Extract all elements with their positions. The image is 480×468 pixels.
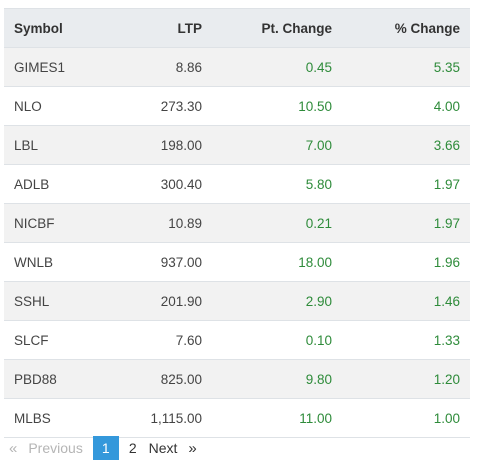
cell-ltp: 1,115.00 [112, 398, 212, 438]
cell-pct-change: 1.46 [342, 281, 470, 321]
cell-pt-change: 9.80 [212, 359, 342, 399]
cell-symbol[interactable]: NLO [4, 86, 112, 126]
cell-symbol[interactable]: WNLB [4, 242, 112, 282]
cell-pt-change: 0.10 [212, 320, 342, 360]
cell-pct-change: 3.66 [342, 125, 470, 165]
header-symbol[interactable]: Symbol [4, 8, 112, 48]
cell-ltp: 273.30 [112, 86, 212, 126]
cell-pct-change: 1.33 [342, 320, 470, 360]
cell-pct-change: 1.97 [342, 164, 470, 204]
header-ltp[interactable]: LTP [112, 8, 212, 48]
cell-ltp: 8.86 [112, 47, 212, 87]
cell-ltp: 201.90 [112, 281, 212, 321]
table-row[interactable]: MLBS 1,115.00 11.00 1.00 [4, 398, 470, 438]
table-row[interactable]: SLCF 7.60 0.10 1.33 [4, 320, 470, 360]
cell-pt-change: 5.80 [212, 164, 342, 204]
cell-pt-change: 11.00 [212, 398, 342, 438]
header-pct-change[interactable]: % Change [342, 8, 470, 48]
next-button[interactable]: Next [148, 440, 178, 456]
cell-pct-change: 1.00 [342, 398, 470, 438]
cell-pct-change: 4.00 [342, 86, 470, 126]
cell-symbol[interactable]: SSHL [4, 281, 112, 321]
page-button-2[interactable]: 2 [128, 440, 137, 456]
cell-pt-change: 0.21 [212, 203, 342, 243]
cell-pct-change: 1.20 [342, 359, 470, 399]
cell-pct-change: 1.96 [342, 242, 470, 282]
first-page-arrow[interactable]: « [9, 439, 18, 457]
cell-symbol[interactable]: LBL [4, 125, 112, 165]
table-row[interactable]: GIMES1 8.86 0.45 5.35 [4, 47, 470, 87]
cell-symbol[interactable]: ADLB [4, 164, 112, 204]
pagination: « Previous 1 2 Next » [4, 436, 202, 460]
cell-symbol[interactable]: MLBS [4, 398, 112, 438]
cell-pt-change: 7.00 [212, 125, 342, 165]
header-pt-change[interactable]: Pt. Change [212, 8, 342, 48]
table-row[interactable]: LBL 198.00 7.00 3.66 [4, 125, 470, 165]
cell-ltp: 825.00 [112, 359, 212, 399]
previous-button[interactable]: Previous [28, 440, 83, 456]
table-row[interactable]: SSHL 201.90 2.90 1.46 [4, 281, 470, 321]
page-button-1[interactable]: 1 [92, 436, 119, 460]
cell-pt-change: 2.90 [212, 281, 342, 321]
gainers-table: Symbol LTP Pt. Change % Change GIMES1 8.8… [4, 8, 470, 438]
table-row[interactable]: NICBF 10.89 0.21 1.97 [4, 203, 470, 243]
last-page-arrow[interactable]: » [188, 439, 197, 457]
table-header-row: Symbol LTP Pt. Change % Change [4, 8, 470, 48]
cell-pt-change: 0.45 [212, 47, 342, 87]
table-row[interactable]: WNLB 937.00 18.00 1.96 [4, 242, 470, 282]
cell-ltp: 7.60 [112, 320, 212, 360]
table-row[interactable]: ADLB 300.40 5.80 1.97 [4, 164, 470, 204]
cell-pt-change: 10.50 [212, 86, 342, 126]
cell-symbol[interactable]: PBD88 [4, 359, 112, 399]
cell-ltp: 300.40 [112, 164, 212, 204]
cell-pt-change: 18.00 [212, 242, 342, 282]
cell-pct-change: 1.97 [342, 203, 470, 243]
table-row[interactable]: NLO 273.30 10.50 4.00 [4, 86, 470, 126]
cell-symbol[interactable]: GIMES1 [4, 47, 112, 87]
cell-ltp: 10.89 [112, 203, 212, 243]
cell-ltp: 198.00 [112, 125, 212, 165]
cell-ltp: 937.00 [112, 242, 212, 282]
gainers-table-container: Symbol LTP Pt. Change % Change GIMES1 8.8… [4, 8, 470, 438]
cell-symbol[interactable]: NICBF [4, 203, 112, 243]
cell-pct-change: 5.35 [342, 47, 470, 87]
table-row[interactable]: PBD88 825.00 9.80 1.20 [4, 359, 470, 399]
cell-symbol[interactable]: SLCF [4, 320, 112, 360]
